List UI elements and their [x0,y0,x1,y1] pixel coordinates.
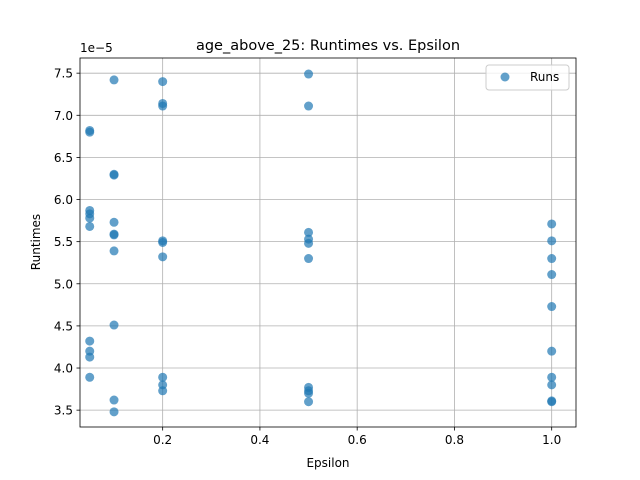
data-point [85,213,95,223]
y-axis-offset-text: 1e−5 [80,41,113,55]
data-point [547,219,557,229]
data-point [547,254,557,264]
y-tick-label: 7.5 [54,67,73,81]
data-point [304,227,314,237]
data-point [85,336,95,346]
data-point [547,397,557,407]
legend-marker [500,72,510,82]
x-tick-label: 0.8 [445,433,464,447]
data-point [158,101,168,111]
data-point [85,127,95,137]
data-point [547,346,557,356]
y-tick-label: 4.5 [54,319,73,333]
y-tick-label: 6.5 [54,151,73,165]
data-point [547,380,557,390]
data-point [109,230,119,240]
data-point [85,221,95,231]
data-point [109,246,119,256]
y-tick-label: 6.0 [54,193,73,207]
data-point [85,372,95,382]
data-point [109,395,119,405]
legend-box [485,64,570,91]
data-point [109,217,119,227]
y-tick-label: 4.0 [54,362,73,376]
y-tick-label: 5.0 [54,277,73,291]
plot-frame [79,57,577,428]
y-tick-label: 7.0 [54,109,73,123]
data-point [85,352,95,362]
y-tick-label: 3.5 [54,404,73,418]
x-tick-label: 0.4 [250,433,269,447]
data-point [304,69,314,79]
data-point [109,75,119,85]
data-point [109,170,119,180]
legend: Runs [485,64,570,91]
data-point [304,397,314,407]
data-point [158,77,168,87]
data-point [304,238,314,248]
data-point [304,101,314,111]
data-point [158,252,168,262]
data-point [304,388,314,398]
data-point [109,320,119,330]
legend-label-runs: Runs [530,70,559,84]
chart-title: age_above_25: Runtimes vs. Epsilon [196,38,460,54]
data-point [547,302,557,312]
data-point [109,407,119,417]
data-point [547,270,557,280]
grid-lines [80,58,576,427]
x-tick-label: 0.6 [348,433,367,447]
plot-area [80,58,576,427]
data-points [85,69,557,417]
x-axis-label: Epsilon [306,456,349,470]
y-tick-label: 5.5 [54,235,73,249]
x-axis-ticks: 0.2 0.4 0.6 0.8 1.0 [153,427,561,447]
data-point [158,386,168,396]
data-point [158,372,168,382]
y-axis-ticks: 3.5 4.0 4.5 5.0 5.5 6.0 6.5 7.0 7.5 [54,67,80,418]
data-point [158,238,168,247]
data-point [547,372,557,382]
x-tick-label: 1.0 [542,433,561,447]
data-point [547,236,557,246]
data-point [304,254,314,264]
y-axis-label: Runtimes [29,214,43,270]
x-tick-label: 0.2 [153,433,172,447]
